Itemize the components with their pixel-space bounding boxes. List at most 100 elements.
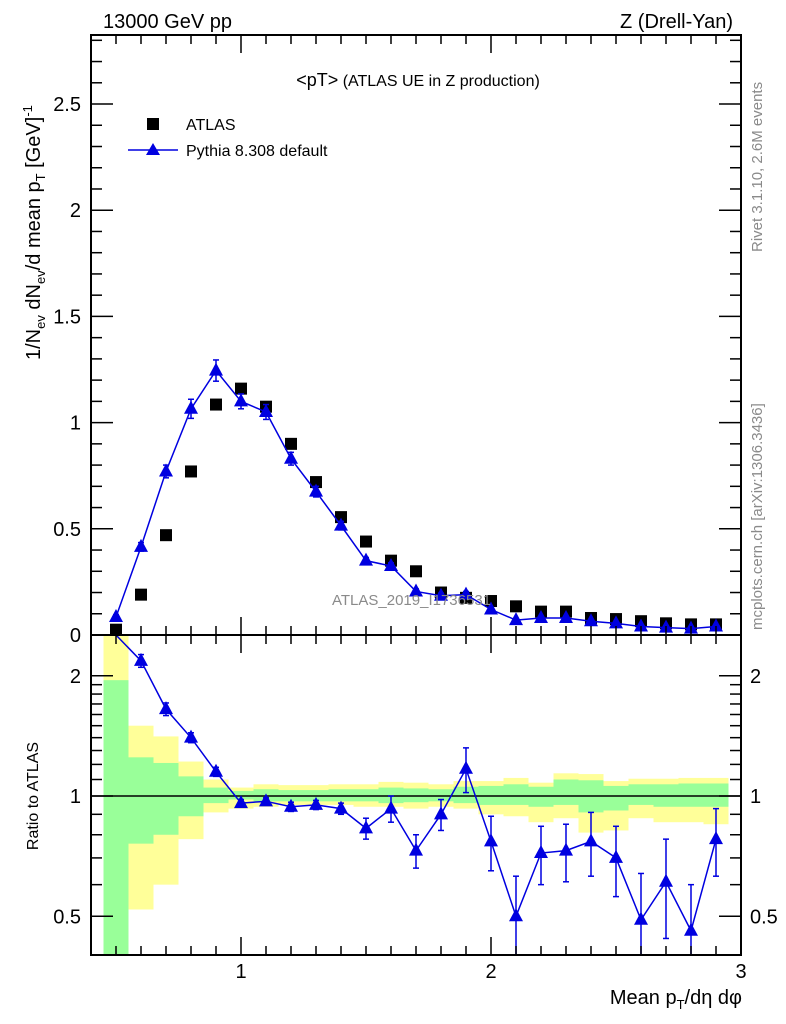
atlas-data-point	[185, 465, 197, 478]
atlas-data-point	[510, 600, 522, 613]
plot-title: <pT> (ATLAS UE in Z production)	[296, 70, 540, 90]
ratio-data-point	[584, 833, 598, 847]
x-axis-label: Mean pT/dη dφ	[610, 987, 742, 1012]
pythia-data-point	[609, 615, 623, 629]
ratio-y-tick-label-right: 1	[750, 786, 761, 808]
stat-uncertainty-band	[128, 757, 154, 844]
ratio-data-point	[134, 652, 148, 666]
atlas-data-point	[210, 398, 222, 411]
ratio-data-point	[384, 800, 398, 814]
legend-pythia-marker	[146, 143, 160, 155]
ratio-data-point	[184, 729, 198, 743]
ratio-data-point	[334, 800, 348, 814]
watermark: ATLAS_2019_I1736531	[332, 592, 491, 609]
legend: ATLAS Pythia 8.308 default	[128, 117, 328, 160]
ratio-data-point	[434, 806, 448, 820]
ratio-data-point	[484, 833, 498, 847]
atlas-data-point	[410, 565, 422, 578]
pythia-data-point	[534, 610, 548, 624]
main-y-tick-label: 1.5	[53, 306, 81, 328]
ratio-data-point	[259, 793, 273, 807]
ratio-data-point	[234, 795, 248, 809]
x-tick-label: 2	[485, 961, 496, 983]
ratio-data-point	[634, 911, 648, 925]
stat-uncertainty-band	[428, 789, 454, 802]
atlas-data-point	[235, 382, 247, 395]
ratio-y-tick-label: 2	[70, 666, 81, 688]
main-y-tick-label: 2	[70, 200, 81, 222]
stat-uncertainty-band	[703, 783, 729, 807]
ratio-bands	[91, 635, 741, 955]
ratio-y-tick-label: 1	[70, 786, 81, 808]
title-main: <pT>	[296, 70, 338, 90]
ratio-data-point	[359, 820, 373, 834]
pythia-data-point	[459, 586, 473, 600]
atlas-data-point	[360, 535, 372, 548]
main-y-tick-label: 2.5	[53, 94, 81, 116]
pythia-data-point	[209, 362, 223, 376]
ratio-data-point	[309, 796, 323, 810]
legend-atlas-label: ATLAS	[186, 117, 236, 134]
main-y-tick-label: 0	[70, 625, 81, 647]
atlas-data-point	[335, 511, 347, 524]
mcplots-info: mcplots.cern.ch [arXiv:1306.3436]	[749, 403, 766, 630]
pythia-data-point	[409, 583, 423, 597]
ratio-data-point	[709, 831, 723, 845]
pythia-data-point	[184, 400, 198, 414]
stat-uncertainty-band	[153, 762, 179, 835]
ratio-y-tick-label-right: 0.5	[750, 906, 778, 928]
ratio-data-point	[284, 798, 298, 812]
atlas-data-point	[135, 588, 147, 601]
rivet-info: Rivet 3.1.10, 2.6M events	[749, 82, 766, 252]
ratio-data-point	[534, 845, 548, 859]
pythia-data-point	[434, 587, 448, 601]
x-tick-label: 1	[235, 961, 246, 983]
legend-pythia-label: Pythia 8.308 default	[186, 143, 328, 160]
ratio-data-point	[609, 849, 623, 863]
stat-uncertainty-band	[678, 783, 704, 807]
ratio-data-point	[559, 842, 573, 856]
pythia-data-point	[234, 393, 248, 407]
pythia-data-point	[584, 613, 598, 627]
stat-uncertainty-band	[353, 789, 379, 802]
ratio-data-point	[684, 922, 698, 936]
x-tick-label: 3	[735, 961, 746, 983]
pythia-data-point	[134, 538, 148, 552]
ratio-data-point	[459, 760, 473, 774]
atlas-data-point	[160, 529, 172, 542]
ratio-y-tick-label-right: 2	[750, 666, 761, 688]
pythia-data-point	[509, 612, 523, 626]
ratio-y-axis-label: Ratio to ATLAS	[25, 742, 42, 850]
stat-uncertainty-band	[503, 784, 529, 805]
ratio-data-point	[659, 873, 673, 887]
legend-atlas-marker	[147, 118, 159, 130]
plot-marks	[109, 359, 723, 956]
pythia-data-point	[259, 403, 273, 417]
stat-uncertainty-band	[603, 785, 629, 811]
atlas-data-point	[285, 437, 297, 450]
pythia-data-point	[284, 450, 298, 464]
pythia-data-point	[709, 618, 723, 632]
pythia-data-point	[384, 557, 398, 571]
ratio-data-point	[509, 908, 523, 922]
main-y-axis-label: 1/Nev dNev/d mean pT [GeV]-1	[20, 105, 48, 360]
stat-uncertainty-band	[328, 789, 354, 802]
axis-ticks: 1 2 3 0 0.5 1 1.5 2 2.5 0.5 0.5 1 1 2 2	[53, 35, 778, 983]
pythia-data-point	[159, 463, 173, 477]
header-right: Z (Drell-Yan)	[620, 11, 733, 33]
pythia-data-point	[634, 618, 648, 632]
pythia-data-point	[359, 552, 373, 566]
pythia-data-point	[309, 483, 323, 497]
title-sub: (ATLAS UE in Z production)	[343, 73, 540, 90]
header-left: 13000 GeV pp	[103, 11, 232, 33]
stat-uncertainty-band	[103, 680, 129, 955]
pythia-data-point	[559, 610, 573, 624]
main-y-tick-label: 1	[70, 413, 81, 435]
atlas-data-point	[485, 595, 497, 608]
pythia-data-point	[334, 517, 348, 531]
stat-uncertainty-band	[553, 779, 579, 805]
stat-uncertainty-band	[628, 784, 654, 805]
pythia-data-point	[109, 608, 123, 622]
main-y-tick-label: 0.5	[53, 519, 81, 541]
